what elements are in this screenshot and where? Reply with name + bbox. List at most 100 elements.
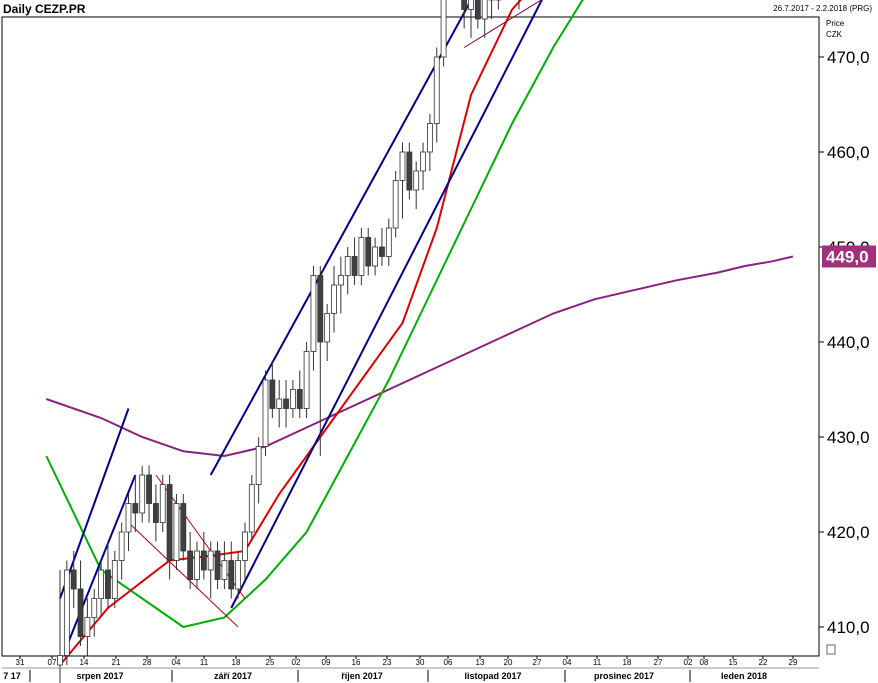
candle-body (331, 284, 337, 314)
candle-body (296, 389, 303, 409)
candle (91, 589, 98, 637)
candle (194, 541, 200, 589)
y-tick-label: 410,0 (827, 618, 870, 637)
ma-red-line (59, 0, 522, 666)
candle (420, 142, 426, 190)
candle-body (159, 484, 166, 523)
candle-body (406, 151, 413, 191)
candle-body (63, 569, 70, 656)
candle (310, 266, 317, 371)
x-tick-label: 18 (232, 658, 241, 667)
candle (242, 522, 248, 580)
candle (303, 342, 310, 418)
y-tick-label: 470,0 (827, 48, 870, 67)
candle (132, 475, 139, 532)
unit-label-currency: CZK (826, 30, 842, 39)
x-tick-label: 20 (504, 658, 513, 667)
x-tick-label: 02 (292, 658, 301, 667)
x-tick-label: 22 (759, 658, 768, 667)
candle-body (392, 180, 399, 229)
candle (262, 370, 269, 456)
candle-body (248, 484, 255, 533)
x-tick-label: 16 (352, 658, 361, 667)
candle-body (474, 0, 481, 20)
candle-body (221, 560, 228, 580)
candle (146, 465, 152, 523)
candle-body (146, 474, 152, 504)
candle-body (152, 503, 159, 523)
candle-body (91, 598, 98, 618)
candle (276, 380, 283, 428)
date-range: 26.7.2017 - 2.2.2018 (PRG) (773, 4, 872, 13)
candle-body (317, 275, 324, 343)
candle-body (372, 246, 379, 267)
y-tick-label: 420,0 (827, 523, 870, 542)
candle (84, 598, 91, 656)
candle-body (426, 123, 433, 153)
candle (221, 541, 228, 589)
month-label: září 2017 (214, 671, 252, 681)
candle (255, 437, 262, 504)
x-tick-label: 21 (112, 658, 121, 667)
trendline (230, 0, 543, 609)
plot-frame (1, 16, 820, 657)
candle (296, 370, 303, 418)
candle-body (57, 655, 63, 666)
candle-body (214, 550, 221, 580)
x-tick-label: 11 (200, 658, 209, 667)
candle-body (351, 256, 358, 276)
candle (214, 541, 221, 589)
month-label: srpen 2017 (76, 671, 123, 681)
candle-body (310, 275, 317, 352)
candle (248, 475, 255, 542)
candle-body (385, 227, 392, 257)
candle-body (187, 550, 194, 580)
scroll-corner[interactable] (826, 644, 836, 655)
candle-body (132, 503, 139, 514)
candle-body (98, 569, 104, 599)
x-tick-label: 02 (684, 658, 693, 667)
candle-body (111, 560, 118, 599)
y-tick-label: 460,0 (827, 143, 870, 162)
x-tick-label: 23 (383, 658, 392, 667)
candle (365, 228, 372, 276)
candle-body (125, 503, 132, 533)
candle (358, 228, 365, 285)
candle (118, 522, 125, 580)
candle (344, 247, 351, 295)
price-badge-bg (822, 245, 876, 268)
candle (70, 551, 77, 608)
candle-body (399, 151, 406, 181)
candle (111, 551, 118, 608)
candle-body (289, 389, 296, 409)
candle-body (139, 474, 146, 514)
candle (426, 114, 433, 171)
x-tick-label: 08 (700, 658, 709, 667)
candle-body (173, 503, 180, 561)
candle (433, 47, 440, 143)
y-axis: 410,0420,0430,0440,0450,0460,0470,0480,0… (819, 48, 870, 637)
trendline (59, 408, 130, 599)
candle (207, 541, 214, 599)
candle-body (255, 446, 262, 485)
candle-body (420, 151, 426, 172)
candle (474, 0, 481, 29)
ma-purple-line (45, 255, 794, 458)
candle (77, 560, 84, 646)
candle (63, 560, 70, 665)
candle-body (283, 398, 289, 409)
candle (392, 171, 399, 238)
candle (98, 560, 104, 618)
candle (351, 237, 358, 285)
candle (139, 465, 146, 523)
candle (379, 228, 385, 266)
candle-body (180, 503, 187, 552)
candle (324, 304, 331, 361)
month-label: říjen 2017 (341, 671, 383, 681)
candle-body (194, 550, 200, 580)
trendlines (59, 0, 543, 647)
y-tick-label: 430,0 (827, 428, 870, 447)
candle (440, 0, 447, 67)
candle (337, 256, 344, 314)
